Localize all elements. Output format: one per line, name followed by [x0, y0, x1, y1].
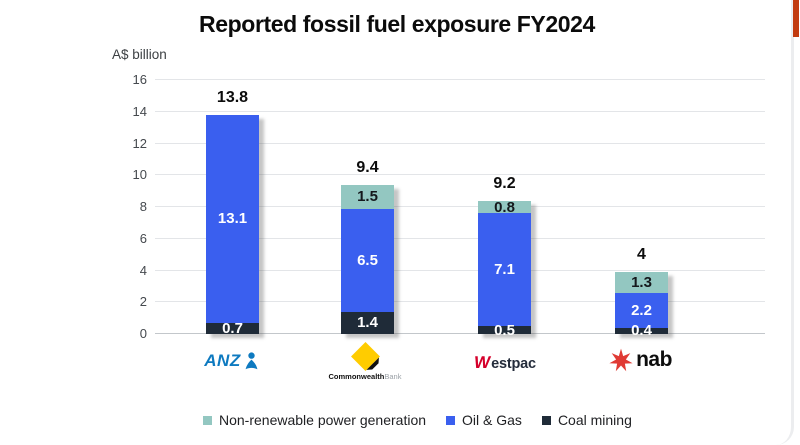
cba-logo-text-bold: Commonwealth: [328, 372, 385, 381]
bar-commonwealth-stack: 1.5 6.5 1.4: [341, 184, 394, 334]
legend-swatch-non-renewable: [203, 415, 212, 425]
bar-anz-total-label: 13.8: [216, 88, 249, 106]
legend-item-non-renewable: Non-renewable power generation: [203, 412, 426, 428]
segment-value-label: 0.4: [631, 322, 652, 340]
bar-nab-stack: 1.3 2.2 0.4: [615, 272, 668, 338]
gridline-16: [155, 79, 765, 80]
segment-westpac-non-renewable: 0.8: [478, 198, 531, 216]
legend-swatch-oil-gas: [446, 415, 456, 425]
gridline-4: [155, 269, 765, 271]
legend-item-coal: Coal mining: [541, 412, 632, 428]
y-tick-label: 8: [139, 199, 147, 214]
segment-value-label: 0.7: [222, 319, 243, 337]
plot-area: 16 14 12 10 8 6 4 2 0 13.8 0 13.1 0.7 9.…: [133, 72, 765, 341]
y-tick-label: 6: [139, 230, 147, 246]
legend-label: Coal mining: [557, 412, 632, 428]
y-tick-label: 4: [139, 262, 147, 278]
gridline-8: [155, 206, 765, 207]
segment-anz-coal: 0.7: [206, 319, 259, 337]
segment-nab-oil-gas: 2.2: [615, 292, 668, 328]
gridline-6: [155, 237, 765, 239]
westpac-logo-text: estpac: [491, 356, 536, 372]
y-tick-label: 14: [132, 103, 147, 119]
y-tick-label: 12: [132, 135, 147, 151]
gridline-12: [155, 142, 765, 144]
segment-cba-non-renewable: 1.5: [341, 184, 394, 209]
chart-legend: Non-renewable power generation Oil & Gas…: [203, 412, 632, 428]
legend-swatch-coal: [541, 415, 551, 425]
bar-nab: 4 1.3 2.2 0.4: [615, 246, 668, 338]
cba-diamond-icon: [350, 342, 380, 371]
nab-star-icon: [609, 348, 633, 372]
chart-title: Reported fossil fuel exposure FY2024: [199, 11, 595, 37]
segment-cba-oil-gas: 6.5: [341, 208, 394, 312]
cba-logo-text-light: Bank: [384, 372, 402, 381]
segment-value-label: 1.4: [357, 314, 378, 332]
accent-strip: [793, 0, 799, 37]
gridline-10: [155, 174, 765, 176]
westpac-logo: W estpac: [460, 353, 550, 373]
westpac-w-icon: W: [472, 353, 492, 372]
gridline-14: [155, 110, 765, 112]
bar-anz-stack: 0 13.1 0.7: [206, 114, 259, 337]
anz-logo: ANZ: [187, 351, 277, 371]
bar-westpac: 9.2 0.8 7.1 0.5: [478, 175, 531, 338]
legend-item-oil-gas: Oil & Gas: [446, 412, 522, 428]
gridline-2: [155, 301, 765, 303]
segment-anz-oil-gas: 13.1: [206, 114, 259, 323]
segment-value-label: 1.3: [631, 273, 652, 291]
segment-value-label: 0.8: [494, 198, 515, 216]
anz-logo-text: ANZ: [204, 351, 241, 370]
bar-westpac-stack: 0.8 7.1 0.5: [478, 198, 531, 338]
cba-logo-text: CommonwealthBank: [329, 373, 402, 381]
y-tick-label: 2: [139, 294, 147, 310]
segment-value-label: 7.1: [494, 261, 515, 279]
legend-label: Non-renewable power generation: [219, 412, 427, 428]
segment-value-label: 0.5: [494, 321, 515, 339]
segment-value-label: 6.5: [357, 251, 378, 269]
legend-label: Oil & Gas: [462, 412, 522, 428]
segment-cba-coal: 1.4: [341, 311, 394, 334]
anz-person-icon: [245, 351, 258, 369]
segment-value-label: 13.1: [217, 210, 248, 228]
commonwealth-bank-logo: CommonwealthBank: [320, 341, 410, 381]
gridline-0-baseline: [155, 333, 765, 334]
bar-commonwealth: 9.4 1.5 6.5 1.4: [341, 159, 394, 334]
y-tick-label: 10: [132, 167, 147, 183]
bar-commonwealth-total-label: 9.4: [356, 158, 379, 176]
bar-westpac-total-label: 9.2: [493, 174, 516, 192]
segment-nab-non-renewable: 1.3: [615, 272, 668, 293]
y-tick-label: 0: [139, 326, 147, 341]
y-tick-label: 16: [132, 72, 147, 87]
segment-westpac-oil-gas: 7.1: [478, 213, 531, 327]
segment-nab-coal: 0.4: [615, 323, 668, 338]
nab-logo-text: nab: [636, 348, 672, 371]
nab-logo: nab: [595, 347, 685, 373]
y-axis-unit-label: A$ billion: [112, 47, 167, 62]
bar-anz: 13.8 0 13.1 0.7: [206, 89, 259, 337]
segment-westpac-coal: 0.5: [478, 323, 531, 338]
segment-value-label: 2.2: [631, 301, 652, 319]
bar-nab-total-label: 4: [637, 246, 646, 264]
segment-value-label: 1.5: [357, 188, 378, 206]
